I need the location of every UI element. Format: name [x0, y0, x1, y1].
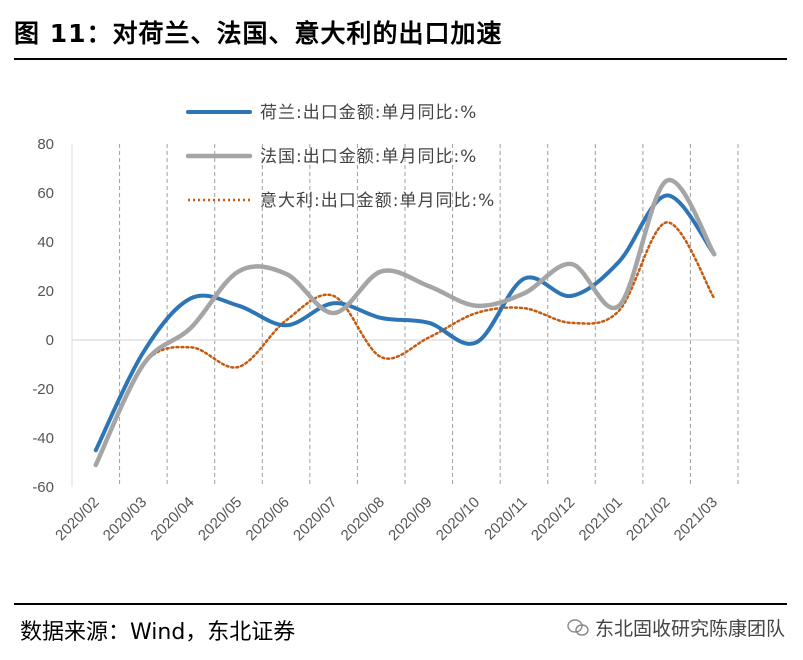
wechat-icon [567, 618, 589, 636]
y-tick-label: 60 [37, 185, 54, 202]
figure-title: 图 11：对荷兰、法国、意大利的出口加速 [14, 19, 503, 48]
x-tick-label: 2020/11 [481, 494, 531, 544]
bottom-rule [14, 603, 787, 605]
netherlands-line [93, 193, 717, 453]
x-tick-label: 2020/02 [52, 494, 102, 544]
y-tick-label: -60 [32, 479, 54, 496]
y-tick-label: 0 [46, 332, 54, 349]
series-lines [93, 178, 717, 468]
x-tick-label: 2021/01 [576, 494, 626, 544]
x-tick-label: 2020/09 [385, 494, 435, 544]
x-tick-label: 2020/12 [528, 494, 578, 544]
france-line [93, 178, 717, 468]
x-tick-label: 2020/07 [290, 494, 340, 544]
x-tick-label: 2020/06 [243, 494, 293, 544]
top-rule [14, 58, 787, 60]
legend-label: 荷兰:出口金额:单月同比:% [260, 103, 477, 123]
x-tick-label: 2021/03 [671, 494, 721, 544]
x-tick-label: 2020/03 [100, 494, 150, 544]
x-axis: 2020/022020/032020/042020/052020/062020/… [52, 339, 738, 544]
y-tick-label: -40 [32, 430, 54, 447]
x-tick-label: 2020/08 [338, 494, 388, 544]
y-tick-label: 40 [37, 234, 54, 251]
y-tick-label: -20 [32, 381, 54, 398]
watermark: 东北固收研究陈康团队 [567, 614, 785, 641]
x-tick-label: 2020/04 [147, 494, 197, 544]
x-tick-label: 2020/05 [195, 494, 245, 544]
legend-label: 意大利:出口金额:单月同比:% [260, 191, 495, 211]
y-tick-label: 20 [37, 283, 54, 300]
italy-line [94, 221, 716, 467]
y-tick-label: 80 [37, 136, 54, 153]
x-tick-label: 2020/10 [433, 494, 483, 544]
legend: 荷兰:出口金额:单月同比:% 法国:出口金额:单月同比:% 意大利:出口金额:单月同… [185, 103, 495, 211]
x-tick-label: 2021/02 [623, 494, 673, 544]
watermark-text: 东北固收研究陈康团队 [594, 618, 785, 640]
data-source: 数据来源：Wind，东北证券 [20, 620, 296, 645]
y-axis: -60 -40 -20 0 20 40 60 80 [32, 136, 73, 496]
legend-label: 法国:出口金额:单月同比:% [260, 147, 477, 167]
line-chart: -60 -40 -20 0 20 40 60 80 2020/022020/032020/04… [32, 103, 739, 544]
